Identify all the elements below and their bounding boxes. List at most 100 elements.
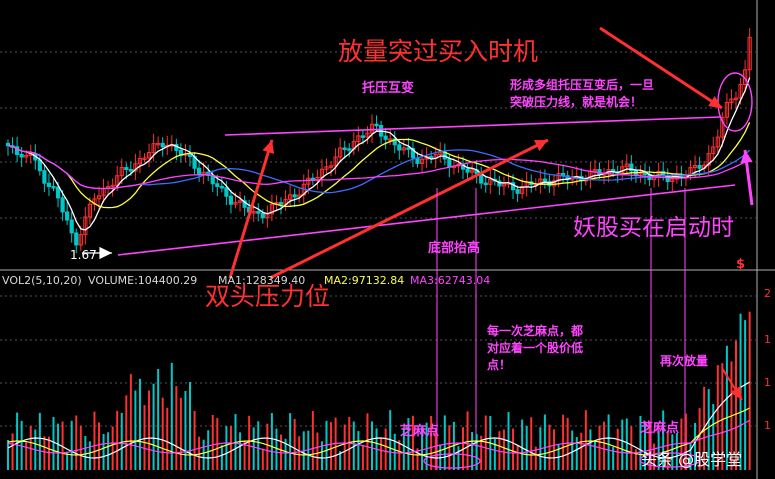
candle-body xyxy=(392,138,397,146)
label-sesame-right: 芝麻点 xyxy=(640,421,680,436)
label-support-resistance: 托压互变 xyxy=(362,81,415,96)
label-volume-again: 再次放量 xyxy=(660,354,709,368)
candle-body xyxy=(60,197,65,213)
candle-body xyxy=(115,175,120,186)
candle-body xyxy=(429,156,434,159)
candle-body xyxy=(260,212,265,219)
vol-ma2-value: 97132.84 xyxy=(351,274,405,287)
candle-body xyxy=(124,167,129,171)
double-top-arrow-2 xyxy=(269,138,549,280)
label-sesame-left: 芝麻点 xyxy=(400,424,440,439)
label-bottom-rising: 底部抬高 xyxy=(428,241,481,256)
candle-body xyxy=(629,163,634,172)
sesame-circle-left xyxy=(423,453,481,469)
volume-again-arrow-head xyxy=(730,386,742,400)
candle-body xyxy=(137,157,143,165)
candle-body xyxy=(78,234,83,246)
candle-body xyxy=(42,170,47,184)
candle-body xyxy=(119,167,124,177)
candle-body xyxy=(706,153,711,166)
double-top-arrow-1 xyxy=(228,139,274,279)
label-each-sesame-3: 点！ xyxy=(487,358,512,372)
candle-body xyxy=(110,184,115,188)
candle-body xyxy=(228,195,234,205)
candle-body xyxy=(342,147,347,150)
candle-body xyxy=(242,200,247,208)
candle-body xyxy=(288,194,293,200)
candle-body xyxy=(374,123,379,127)
label-each-sesame-2: 对应着一个股价低 xyxy=(487,341,584,355)
min-price-arrow-head xyxy=(99,246,112,260)
candle-body xyxy=(592,169,598,172)
candle-body xyxy=(146,152,152,159)
candle-body xyxy=(197,167,202,175)
label-double-top: 双头压力位 xyxy=(205,282,331,311)
candle-body xyxy=(497,180,502,187)
candle-body xyxy=(96,195,102,200)
label-volume-breakout: 放量突过买入时机 xyxy=(338,37,539,66)
candle-body xyxy=(711,146,716,155)
candle-body xyxy=(642,172,648,176)
candle-body xyxy=(670,178,675,183)
candle-body xyxy=(542,178,547,182)
candle-body xyxy=(278,202,284,205)
candle-body xyxy=(501,183,507,187)
candle-body xyxy=(74,232,79,246)
candle-body xyxy=(219,185,224,189)
candle-body xyxy=(19,153,24,158)
candle-body xyxy=(233,201,238,205)
double-top-arrow-1-head xyxy=(262,140,275,154)
candle-body xyxy=(69,219,74,234)
candle-body xyxy=(551,180,557,187)
vol-ma1-line xyxy=(7,381,750,459)
candle-body xyxy=(470,169,475,173)
candle-body xyxy=(65,211,70,221)
vol-ma1-name: MA1: xyxy=(218,274,246,287)
candle-body xyxy=(256,211,261,214)
ma-long-line xyxy=(7,145,750,190)
breakout-circle xyxy=(717,72,753,132)
candle-body xyxy=(87,203,93,218)
double-top-arrow-2-head xyxy=(534,140,548,152)
candle-body xyxy=(447,158,452,168)
candle-body xyxy=(624,163,629,168)
candle-body xyxy=(251,211,256,214)
candle-body xyxy=(51,186,56,189)
candle-body xyxy=(292,194,297,198)
candle-body xyxy=(333,156,338,167)
candle-body xyxy=(356,135,361,143)
label-after-multiple: 形成多组托压互变后，一旦 xyxy=(510,78,655,92)
candle-body xyxy=(128,169,133,172)
vol-ma1-value: 128349.40 xyxy=(245,274,306,287)
vol-axis-label-3: 1 xyxy=(764,376,771,389)
candle-body xyxy=(483,182,488,186)
resistance-line xyxy=(224,116,721,136)
candle-body xyxy=(360,135,365,138)
candle-body xyxy=(419,158,425,164)
vol-volume-label: VOLUME:104400.29 xyxy=(88,274,198,287)
candle-body xyxy=(729,98,734,104)
label-start-buy: 妖股买在启动时 xyxy=(573,215,734,241)
label-after-multiple-2: 突破压力线，就是机会！ xyxy=(510,95,643,109)
candle-body xyxy=(160,142,165,148)
candle-body xyxy=(306,177,311,185)
candle-body xyxy=(46,182,52,188)
candle-body xyxy=(397,144,402,151)
vol-ma3-name: MA3: xyxy=(410,274,438,287)
candle-body xyxy=(401,147,406,151)
candle-body xyxy=(151,143,156,154)
label-each-sesame: 每一次芝麻点，都 xyxy=(487,324,584,338)
candle-body xyxy=(269,204,274,215)
vol-ma3-label: MA3:62743.04 xyxy=(410,274,490,287)
candle-body xyxy=(83,216,88,236)
candle-body xyxy=(556,173,561,182)
candle-body xyxy=(369,123,375,134)
candle-body xyxy=(406,147,411,150)
candle-body xyxy=(347,148,352,151)
candle-body xyxy=(224,187,229,197)
vol-ma2-label: MA2:97132.84 xyxy=(324,274,404,287)
breakout-arrow-head xyxy=(708,95,722,108)
breakout-arrow xyxy=(599,26,723,110)
candle-body xyxy=(465,168,470,173)
